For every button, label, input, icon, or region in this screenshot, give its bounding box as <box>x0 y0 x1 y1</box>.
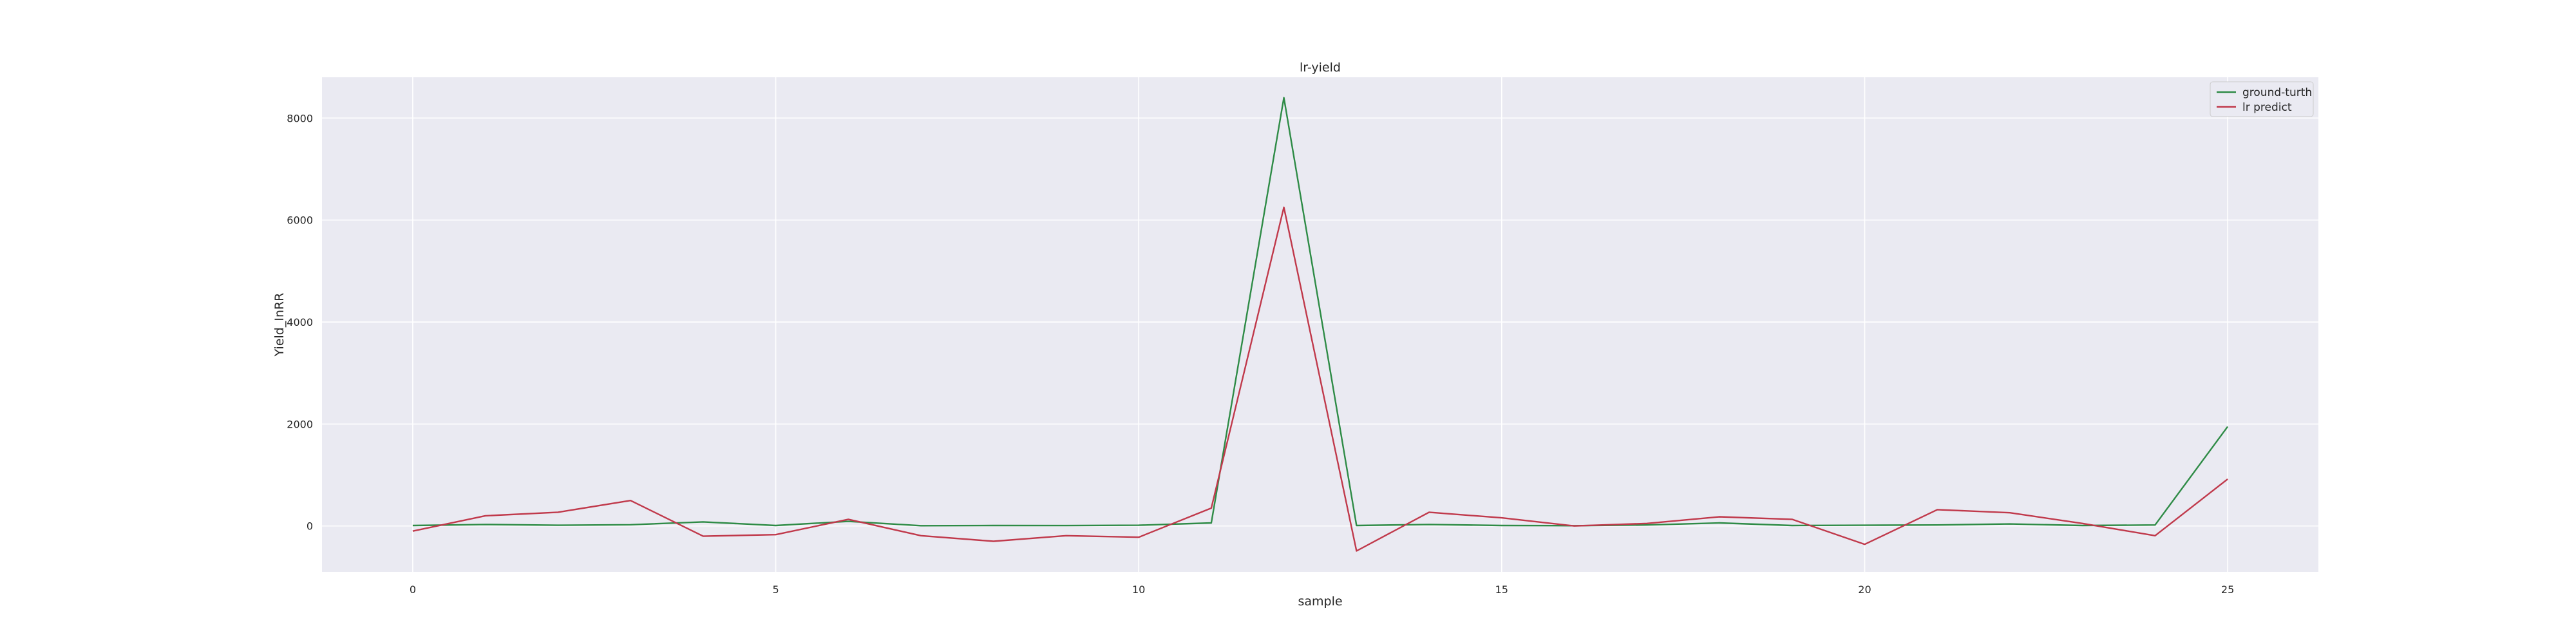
x-tick-label: 10 <box>1132 583 1145 596</box>
y-tick-label: 2000 <box>287 418 313 430</box>
series-line-1 <box>412 206 2228 552</box>
y-tick-label: 0 <box>307 520 313 533</box>
x-tick-label: 15 <box>1495 583 1508 596</box>
x-tick-labels: 0 5 10 15 20 25 <box>410 583 2234 596</box>
legend: ground-turth lr predict <box>2210 81 2314 117</box>
x-tick-label: 5 <box>772 583 779 596</box>
legend-label-0: ground-turth <box>2242 86 2312 99</box>
x-tick-label: 20 <box>1858 583 1871 596</box>
legend-label-1: lr predict <box>2242 101 2292 114</box>
series-line-0 <box>412 97 2229 527</box>
y-tick-label: 6000 <box>287 214 313 227</box>
y-tick-label: 8000 <box>287 112 313 124</box>
x-tick-label: 25 <box>2221 583 2234 596</box>
plot-background <box>322 77 2318 572</box>
chart-title: lr-yield <box>1300 61 1341 75</box>
legend-box <box>2210 81 2314 117</box>
grid <box>322 77 2318 572</box>
y-tick-label: 4000 <box>287 316 313 328</box>
x-tick-label: 0 <box>410 583 416 596</box>
y-tick-labels: 0 2000 4000 6000 8000 <box>287 112 313 532</box>
y-axis-label: Yield_InRR <box>272 293 287 357</box>
series-layer <box>412 97 2229 552</box>
x-axis-label: sample <box>1298 594 1342 609</box>
